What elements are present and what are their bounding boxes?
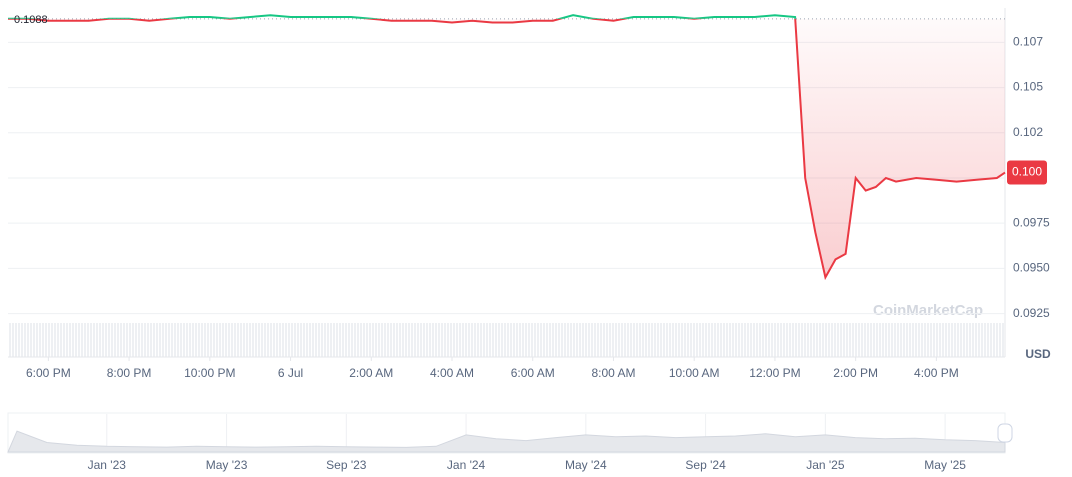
x-tick-label: 6:00 PM — [26, 366, 71, 380]
watermark: CoinMarketCap — [873, 302, 983, 319]
price-line-down — [8, 18, 1006, 281]
baseline-label: 0.1088 — [14, 14, 48, 26]
x-tick-label: 12:00 PM — [749, 366, 800, 380]
navigator-tick-label: Sep '23 — [326, 458, 367, 472]
price-badge — [1007, 160, 1047, 185]
x-tick-label: 10:00 PM — [184, 366, 235, 380]
unit-label: USD — [1025, 347, 1051, 361]
navigator-tick-label: May '23 — [206, 458, 248, 472]
y-tick-label: 0.0925 — [1013, 306, 1050, 320]
y-tick-label: 0.105 — [1013, 80, 1043, 94]
price-badge-label: 0.100 — [1012, 165, 1042, 179]
navigator-handle[interactable] — [997, 423, 1013, 443]
y-tick-label: 0.102 — [1013, 125, 1043, 139]
area — [28, 18, 1005, 278]
price-line-up — [8, 14, 797, 19]
navigator-tick-label: May '24 — [565, 458, 607, 472]
navigator-tick-label: May '25 — [924, 458, 966, 472]
x-tick-label: 4:00 AM — [430, 366, 474, 380]
navigator-tick-label: Jan '25 — [806, 458, 845, 472]
x-tick-label: 8:00 AM — [591, 366, 635, 380]
x-tick-label: 2:00 PM — [833, 366, 878, 380]
x-tick-label: 6 Jul — [278, 366, 303, 380]
navigator-area — [7, 430, 1006, 453]
x-tick-label: 10:00 AM — [669, 366, 720, 380]
x-tick-label: 4:00 PM — [914, 366, 959, 380]
x-tick-label: 8:00 PM — [107, 366, 152, 380]
navigator-tick-label: Sep '24 — [685, 458, 726, 472]
y-tick-label: 0.0975 — [1013, 215, 1050, 229]
y-tick-label: 0.0950 — [1013, 261, 1050, 275]
volume-bars — [8, 323, 1005, 357]
navigator-tick-label: Jan '24 — [447, 458, 486, 472]
y-tick-label: 0.107 — [1013, 35, 1043, 49]
navigator-tick-label: Jan '23 — [88, 458, 127, 472]
x-tick-label: 6:00 AM — [511, 366, 555, 380]
x-tick-label: 2:00 AM — [349, 366, 393, 380]
